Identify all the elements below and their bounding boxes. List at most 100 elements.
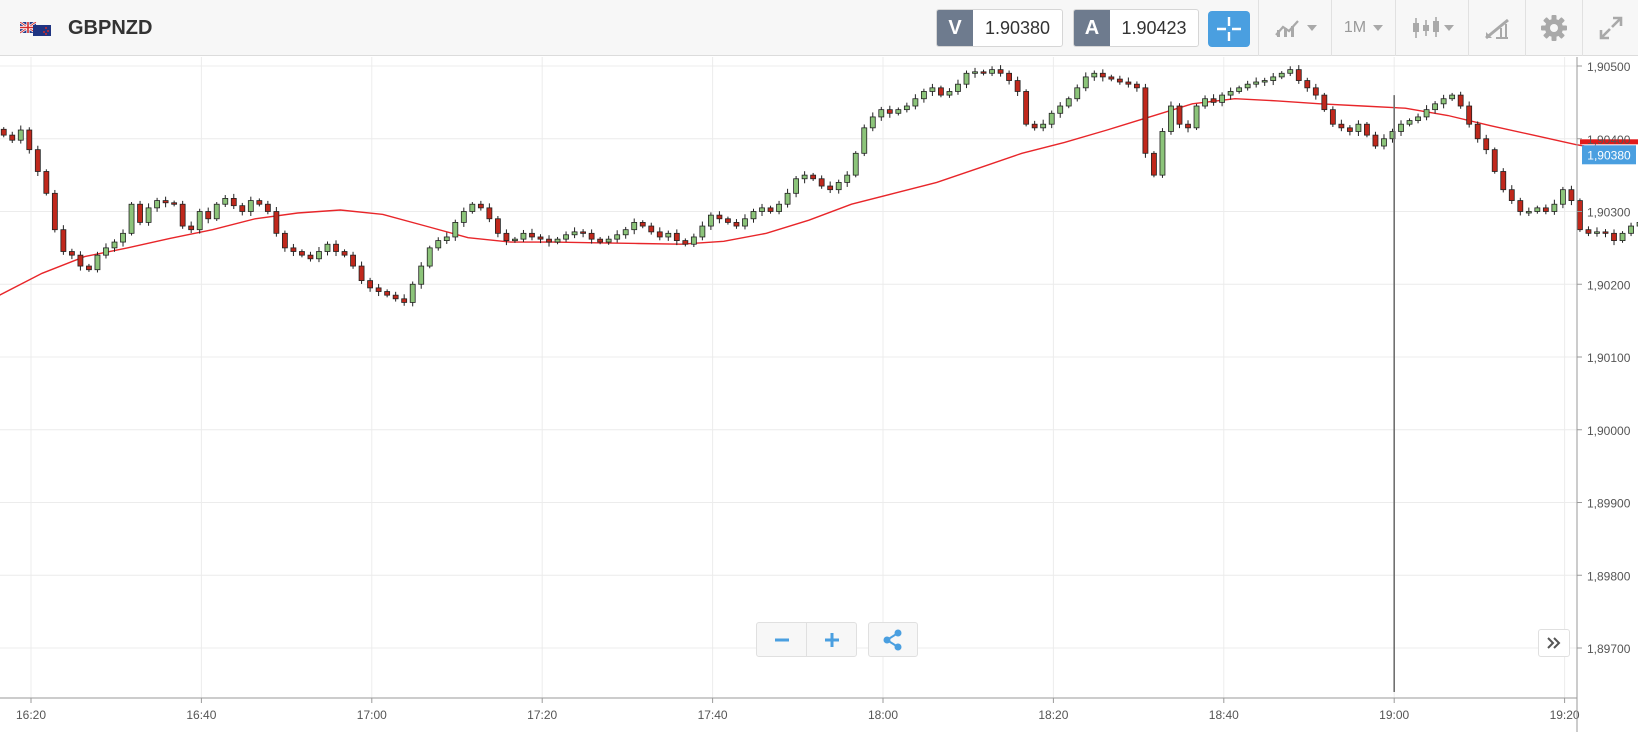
candle[interactable] bbox=[827, 181, 834, 194]
candle[interactable] bbox=[1457, 91, 1464, 109]
candle[interactable] bbox=[963, 70, 970, 89]
candle[interactable] bbox=[537, 234, 544, 244]
candle[interactable] bbox=[1500, 168, 1507, 193]
candle[interactable] bbox=[716, 211, 723, 224]
candle[interactable] bbox=[1602, 229, 1609, 238]
candle[interactable] bbox=[614, 230, 621, 243]
candle[interactable] bbox=[1193, 103, 1200, 131]
candle[interactable] bbox=[980, 69, 987, 76]
candle[interactable] bbox=[34, 145, 41, 176]
candle[interactable] bbox=[1295, 65, 1302, 84]
candle[interactable] bbox=[1491, 147, 1498, 174]
candle[interactable] bbox=[1338, 119, 1345, 132]
candle[interactable] bbox=[972, 67, 978, 78]
crosshair-button[interactable] bbox=[1208, 11, 1250, 47]
candle[interactable] bbox=[367, 277, 373, 292]
candle[interactable] bbox=[1219, 92, 1225, 107]
candle[interactable] bbox=[869, 112, 876, 132]
candle[interactable] bbox=[503, 229, 510, 246]
candle[interactable] bbox=[1329, 106, 1336, 127]
candle[interactable] bbox=[1142, 83, 1149, 158]
candle[interactable] bbox=[213, 202, 220, 221]
candle[interactable] bbox=[401, 294, 408, 306]
candle[interactable] bbox=[810, 172, 817, 181]
candle[interactable] bbox=[316, 247, 322, 263]
candle[interactable] bbox=[997, 65, 1004, 77]
candle[interactable] bbox=[162, 196, 169, 208]
candle[interactable] bbox=[1108, 74, 1115, 82]
candle[interactable] bbox=[247, 196, 254, 217]
candle[interactable] bbox=[1253, 77, 1260, 88]
candle[interactable] bbox=[26, 127, 33, 154]
candle[interactable] bbox=[1483, 134, 1490, 155]
candle[interactable] bbox=[307, 251, 314, 262]
scroll-to-latest-button[interactable] bbox=[1538, 629, 1570, 657]
candle[interactable] bbox=[895, 107, 902, 116]
candle[interactable] bbox=[341, 249, 348, 258]
candle[interactable] bbox=[1031, 120, 1038, 131]
candle[interactable] bbox=[648, 222, 655, 235]
candle[interactable] bbox=[145, 203, 152, 226]
candle[interactable] bbox=[989, 66, 995, 77]
candle[interactable] bbox=[1099, 69, 1106, 82]
candle[interactable] bbox=[512, 236, 518, 243]
candle[interactable] bbox=[938, 85, 944, 98]
candle[interactable] bbox=[656, 227, 663, 241]
candle[interactable] bbox=[196, 208, 203, 234]
candle[interactable] bbox=[1040, 119, 1047, 132]
candle[interactable] bbox=[1227, 87, 1234, 100]
candle[interactable] bbox=[452, 219, 459, 241]
candle[interactable] bbox=[1159, 128, 1166, 178]
candle[interactable] bbox=[920, 88, 927, 103]
candle[interactable] bbox=[60, 225, 67, 255]
candle[interactable] bbox=[665, 230, 672, 241]
zoom-out-button[interactable] bbox=[757, 623, 806, 656]
candle[interactable] bbox=[358, 261, 365, 284]
candle[interactable] bbox=[1074, 84, 1081, 102]
candle[interactable] bbox=[682, 238, 689, 247]
candle[interactable] bbox=[384, 289, 391, 298]
candle[interactable] bbox=[1577, 198, 1583, 232]
candle[interactable] bbox=[639, 220, 646, 229]
candle[interactable] bbox=[1542, 204, 1549, 215]
candle[interactable] bbox=[86, 263, 92, 272]
indicators-button[interactable] bbox=[1259, 0, 1331, 56]
candle[interactable] bbox=[1372, 131, 1379, 149]
candle[interactable] bbox=[1116, 75, 1123, 85]
candle[interactable] bbox=[486, 203, 493, 223]
candle[interactable] bbox=[1517, 197, 1524, 216]
candle[interactable] bbox=[622, 226, 629, 239]
candle[interactable] bbox=[1151, 151, 1157, 178]
candle[interactable] bbox=[409, 281, 416, 307]
sell-price-button[interactable]: V 1.90380 bbox=[936, 9, 1063, 47]
candle[interactable] bbox=[1244, 80, 1251, 91]
candle[interactable] bbox=[1185, 120, 1191, 133]
buy-price-button[interactable]: A 1.90423 bbox=[1073, 9, 1199, 47]
candle[interactable] bbox=[477, 200, 484, 211]
candle[interactable] bbox=[1312, 83, 1319, 100]
candle[interactable] bbox=[1304, 77, 1311, 92]
candle[interactable] bbox=[68, 248, 75, 260]
candle[interactable] bbox=[801, 171, 808, 184]
candle[interactable] bbox=[699, 221, 706, 241]
chart-type-button[interactable] bbox=[1396, 0, 1468, 56]
candle[interactable] bbox=[392, 291, 399, 302]
candle[interactable] bbox=[929, 83, 936, 96]
candle[interactable] bbox=[290, 243, 297, 257]
candle[interactable] bbox=[1321, 92, 1328, 112]
candle[interactable] bbox=[1023, 89, 1030, 127]
candle[interactable] bbox=[529, 228, 535, 241]
candle[interactable] bbox=[239, 202, 246, 216]
candle[interactable] bbox=[324, 241, 331, 256]
candle[interactable] bbox=[375, 283, 382, 297]
candle[interactable] bbox=[1057, 102, 1064, 118]
candle[interactable] bbox=[759, 203, 765, 217]
candle[interactable] bbox=[1628, 222, 1634, 237]
candle[interactable] bbox=[1474, 121, 1481, 143]
fullscreen-button[interactable] bbox=[1583, 0, 1638, 56]
candle[interactable] bbox=[1568, 185, 1575, 206]
candle[interactable] bbox=[733, 219, 740, 229]
candle[interactable] bbox=[554, 236, 561, 245]
candle[interactable] bbox=[256, 198, 263, 207]
candle[interactable] bbox=[1364, 122, 1370, 138]
